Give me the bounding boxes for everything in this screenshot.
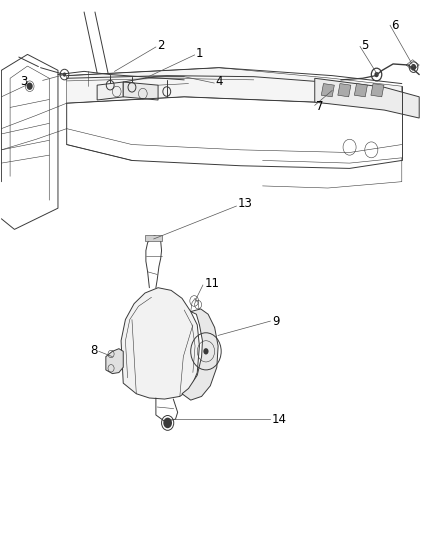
Polygon shape [182, 309, 218, 400]
Polygon shape [371, 84, 384, 97]
Text: 13: 13 [237, 197, 252, 211]
Circle shape [411, 64, 416, 70]
Text: 3: 3 [20, 76, 28, 88]
Circle shape [163, 418, 172, 428]
Polygon shape [106, 349, 123, 374]
Polygon shape [123, 82, 158, 100]
Text: 1: 1 [196, 47, 203, 60]
Text: 2: 2 [157, 39, 165, 52]
Text: 14: 14 [272, 413, 287, 426]
Polygon shape [354, 84, 367, 97]
Circle shape [27, 83, 33, 90]
Text: 6: 6 [391, 19, 399, 32]
Text: 7: 7 [316, 100, 323, 113]
Text: 4: 4 [215, 76, 223, 88]
Circle shape [63, 72, 66, 77]
Polygon shape [145, 235, 162, 241]
Polygon shape [67, 68, 402, 108]
Circle shape [374, 72, 379, 77]
Text: 9: 9 [272, 314, 279, 328]
Circle shape [203, 348, 208, 354]
Text: 11: 11 [205, 278, 219, 290]
Text: 5: 5 [361, 39, 368, 52]
Polygon shape [338, 84, 351, 97]
Polygon shape [321, 84, 334, 97]
Polygon shape [97, 82, 123, 100]
Polygon shape [121, 288, 199, 399]
Text: 8: 8 [90, 344, 97, 357]
Polygon shape [315, 78, 419, 118]
